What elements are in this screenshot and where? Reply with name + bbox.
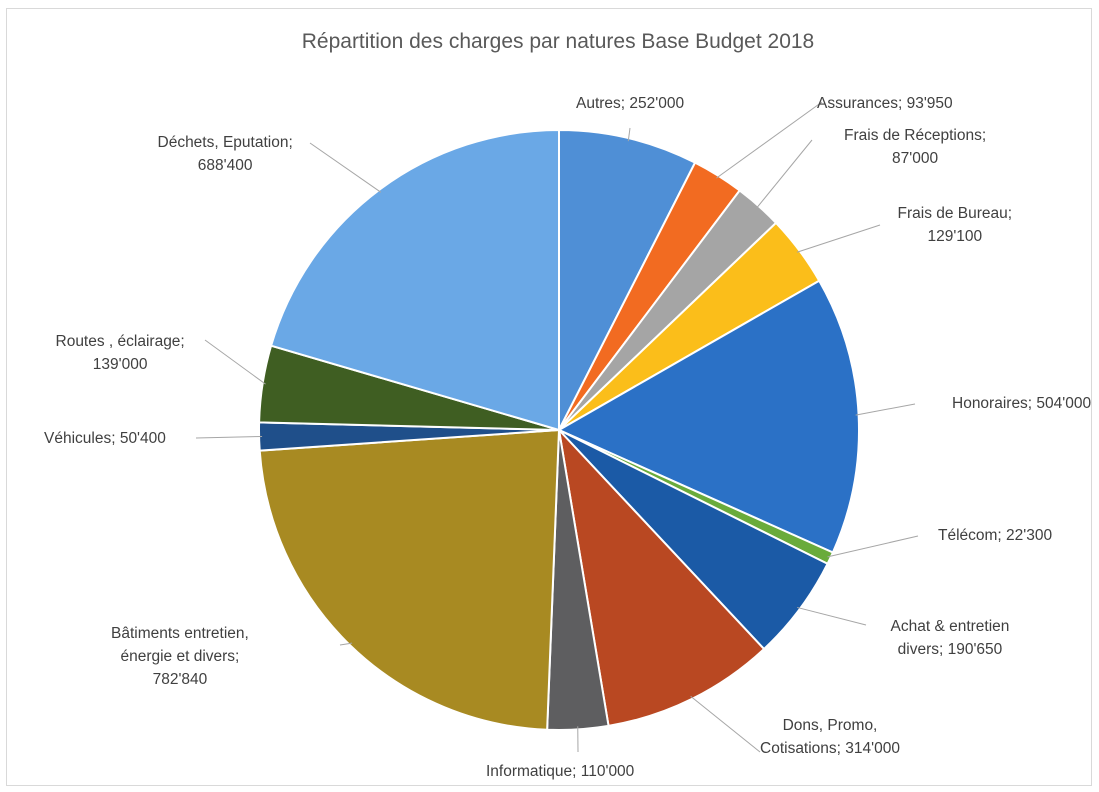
- data-label-line: Télécom; 22'300: [938, 527, 1053, 544]
- data-label: Frais de Bureau; 129'100: [898, 202, 1013, 248]
- data-label: Informatique; 110'000: [486, 760, 634, 783]
- leader-line: [756, 139, 813, 209]
- data-label: Routes , éclairage; 139'000: [56, 330, 185, 376]
- data-label: Honoraires; 504'000: [952, 392, 1091, 415]
- data-label-line: 688'400: [197, 157, 253, 174]
- data-label-line: 139'000: [92, 356, 148, 373]
- data-label-line: Informatique; 110'000: [486, 763, 635, 780]
- data-label: Assurances; 93'950: [817, 92, 953, 115]
- data-label-line: énergie et divers;: [120, 648, 240, 665]
- pie-slice-dons-promo-cotisations: [557, 426, 766, 728]
- data-label-line: divers; 190'650: [897, 641, 1003, 658]
- pie-slices: [258, 128, 860, 731]
- leader-line: [195, 435, 263, 439]
- leader-lines: [195, 101, 919, 753]
- data-label: Dons, Promo, Cotisations; 314'000: [760, 714, 900, 760]
- data-label: Bâtiments entretien, énergie et divers; 78…: [111, 622, 249, 691]
- chart-title: Répartition des charges par natures Base…: [301, 30, 815, 53]
- leader-line: [339, 642, 353, 646]
- data-label: Déchets, Eputation; 688'400: [158, 131, 293, 177]
- data-label: Frais de Réceptions; 87'000: [844, 124, 986, 170]
- leader-line: [855, 403, 916, 416]
- data-label-line: Frais de Bureau;: [897, 205, 1013, 222]
- data-label-line: Routes , éclairage;: [55, 333, 185, 350]
- data-label: Télécom; 22'300: [938, 524, 1052, 547]
- data-label-line: Véhicules; 50'400: [44, 430, 166, 447]
- data-label-line: 129'100: [927, 228, 983, 245]
- data-label-line: Autres; 252'000: [576, 95, 685, 112]
- data-label-line: 87'000: [892, 150, 939, 167]
- data-label-line: Honoraires; 504'000: [952, 395, 1092, 412]
- leader-line: [827, 535, 919, 558]
- data-label-line: Assurances; 93'950: [817, 95, 953, 112]
- leader-line: [716, 101, 823, 179]
- leader-line: [690, 695, 761, 753]
- data-label-line: Frais de Réceptions;: [844, 127, 987, 144]
- data-label-line: Achat & entretien: [890, 618, 1010, 635]
- data-label-line: Déchets, Eputation;: [157, 134, 293, 151]
- data-label: Achat & entretien divers; 190'650: [891, 615, 1010, 661]
- leader-line: [204, 339, 266, 385]
- pie-slice-b-timents-entretien-nergie-et-divers: [258, 428, 561, 731]
- leader-line: [796, 224, 881, 253]
- leader-line: [627, 127, 631, 142]
- data-label: Véhicules; 50'400: [44, 427, 166, 450]
- data-label-line: Dons, Promo,: [782, 717, 878, 734]
- data-label-line: Cotisations; 314'000: [760, 740, 900, 757]
- pie-slice-d-chets-eputation: [269, 128, 560, 432]
- data-label-line: 782'840: [152, 671, 208, 688]
- data-label-line: Bâtiments entretien,: [111, 625, 249, 642]
- leader-line: [797, 606, 867, 626]
- data-label: Autres; 252'000: [576, 92, 684, 115]
- leader-line: [309, 142, 382, 193]
